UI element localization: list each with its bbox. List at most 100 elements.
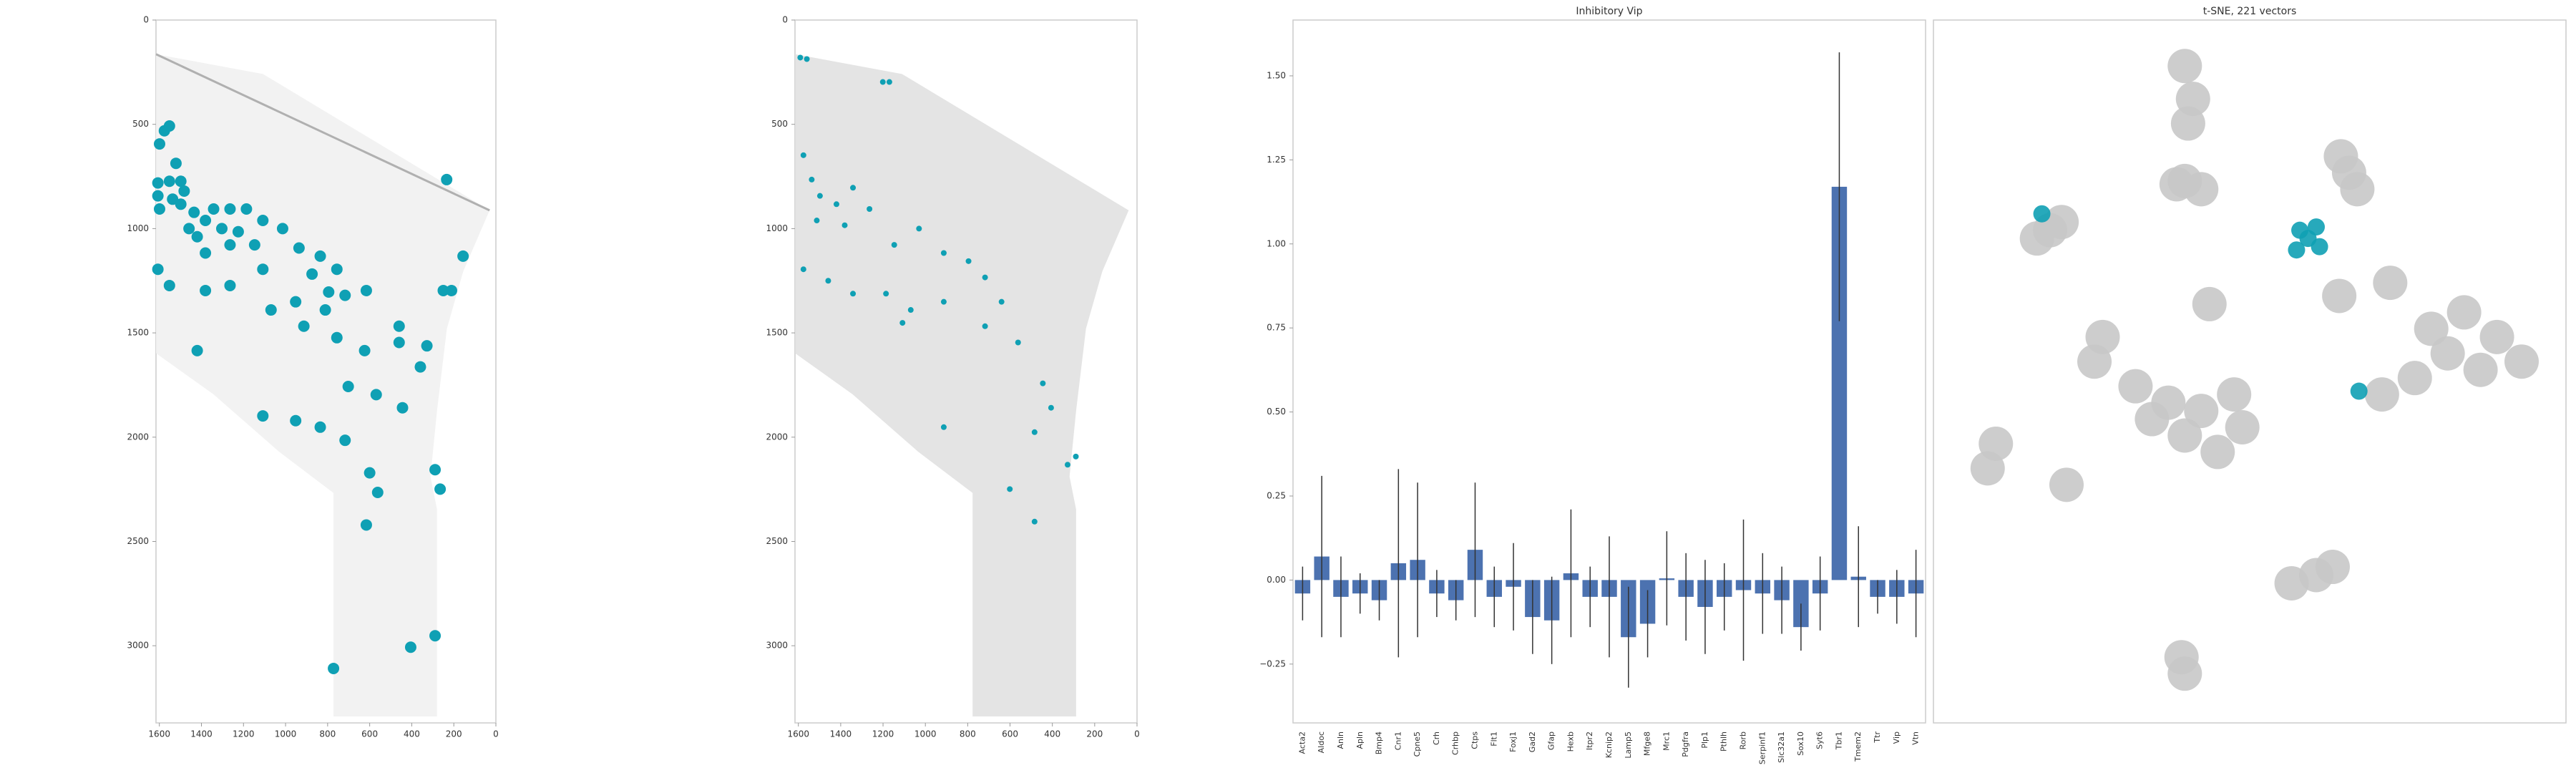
data-point	[178, 185, 190, 197]
data-point	[323, 286, 335, 298]
data-point	[2373, 266, 2408, 301]
data-point	[208, 203, 220, 215]
data-point	[2033, 205, 2051, 223]
data-point	[814, 218, 820, 224]
x-tick-label: 800	[319, 729, 336, 739]
x-tick-label: 1200	[233, 729, 255, 739]
data-point	[414, 361, 426, 373]
x-tick-label: Crh	[1432, 731, 1441, 745]
x-tick-label: 800	[960, 729, 976, 739]
data-point	[257, 215, 269, 227]
data-point	[314, 421, 326, 433]
data-point	[2350, 382, 2368, 400]
y-tick-label: 1.25	[1267, 155, 1286, 165]
data-point	[339, 289, 351, 301]
data-point	[441, 173, 453, 185]
data-point	[940, 424, 947, 430]
x-tick-label: 600	[361, 729, 378, 739]
x-tick-label: Serpinf1	[1757, 731, 1767, 764]
x-tick-label: Gfap	[1547, 731, 1556, 750]
x-tick-label: Tbr1	[1834, 731, 1843, 750]
data-point	[370, 389, 382, 401]
data-point	[2307, 218, 2325, 236]
y-tick-label: 1.00	[1267, 238, 1286, 248]
data-point	[2135, 402, 2170, 437]
data-point	[2291, 221, 2309, 239]
data-point	[314, 250, 326, 262]
x-tick-label: 1600	[787, 729, 809, 739]
data-point	[1015, 339, 1021, 346]
data-point	[2019, 221, 2054, 256]
data-point	[429, 630, 441, 642]
y-tick-label: 1000	[766, 223, 788, 233]
data-point	[2044, 205, 2079, 240]
data-point	[809, 176, 815, 183]
chart-title: Inhibitory Vip	[1576, 6, 1642, 17]
data-point	[396, 402, 409, 414]
data-point	[152, 177, 164, 189]
x-tick-label: 400	[1044, 729, 1060, 739]
x-tick-label: 200	[446, 729, 462, 739]
data-point	[2430, 336, 2465, 371]
y-tick-label: 500	[132, 119, 149, 129]
data-point	[191, 230, 203, 243]
data-point	[940, 250, 947, 256]
data-point	[825, 278, 831, 284]
x-tick-label: Acta2	[1297, 731, 1307, 754]
data-point	[2311, 238, 2328, 256]
data-point	[360, 519, 372, 531]
data-point	[183, 223, 195, 235]
data-point	[2164, 640, 2199, 675]
data-point	[2167, 418, 2202, 453]
data-point	[2225, 410, 2260, 445]
x-tick-label: Cpne5	[1413, 731, 1422, 757]
plot-frame	[155, 19, 497, 724]
data-point	[1040, 380, 1046, 386]
y-tick-label: 3000	[127, 641, 149, 651]
plot-frame	[1933, 19, 2567, 724]
data-point	[224, 203, 236, 215]
data-point	[2364, 377, 2399, 412]
tissue-image	[795, 54, 1129, 717]
x-tick-label: Tmem2	[1853, 731, 1863, 762]
data-point	[152, 190, 164, 202]
y-tick-label: 2000	[766, 432, 788, 442]
x-tick-label: 0	[1134, 729, 1140, 739]
x-tick-label: 1000	[275, 729, 297, 739]
data-point	[364, 467, 376, 479]
data-point	[899, 320, 906, 326]
data-point	[167, 193, 179, 205]
x-tick-label: Mrc1	[1662, 731, 1671, 751]
data-point	[2323, 139, 2358, 174]
data-point	[152, 263, 164, 276]
x-tick-label: 1600	[148, 729, 170, 739]
x-tick-label: 1000	[914, 729, 937, 739]
data-point	[175, 198, 187, 210]
data-point	[1970, 451, 2005, 486]
data-point	[1007, 486, 1013, 492]
data-point	[200, 247, 212, 259]
bar	[1831, 186, 1848, 580]
chart-title: t-SNE, 221 vectors	[2203, 6, 2297, 17]
data-point	[191, 344, 203, 356]
data-point	[2200, 434, 2235, 470]
data-point	[879, 79, 886, 85]
data-point	[2077, 344, 2112, 379]
data-point	[940, 298, 947, 305]
data-point	[2479, 319, 2514, 354]
data-point	[2446, 295, 2482, 330]
data-point	[850, 291, 857, 297]
data-point	[200, 284, 212, 296]
data-point	[965, 258, 972, 264]
data-point	[457, 250, 469, 262]
data-point	[404, 641, 416, 653]
y-tick-label: 0	[782, 15, 788, 25]
y-tick-label: −0.25	[1259, 658, 1286, 669]
data-point	[1048, 404, 1054, 411]
data-point	[360, 284, 372, 296]
x-tick-label: 1200	[872, 729, 894, 739]
data-point	[393, 336, 405, 349]
data-point	[290, 296, 302, 308]
data-point	[982, 274, 988, 281]
x-tick-label: Bmp4	[1375, 731, 1384, 754]
